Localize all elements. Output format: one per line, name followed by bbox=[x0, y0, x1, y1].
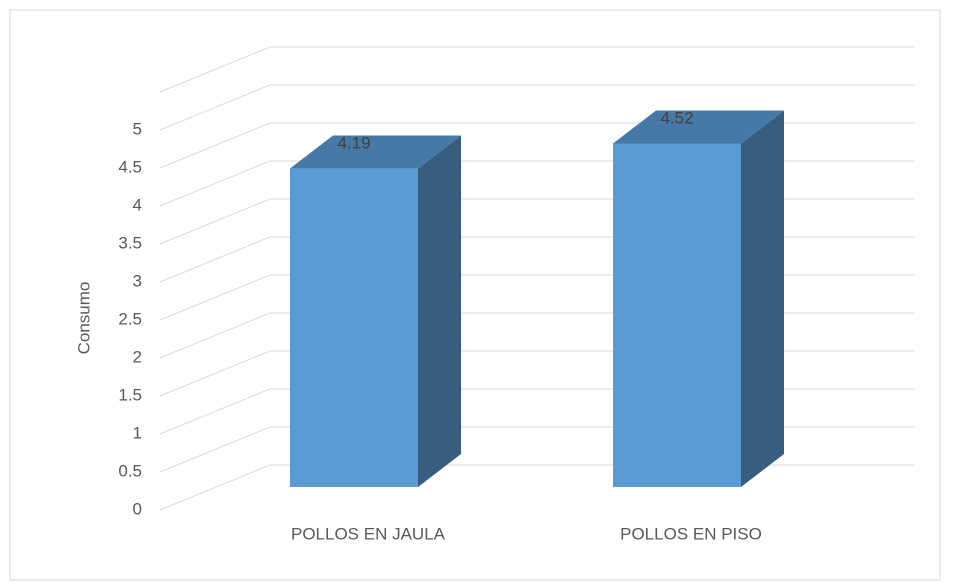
bar-side bbox=[741, 110, 784, 487]
data-label: 4.19 bbox=[337, 134, 370, 153]
x-tick-label: POLLOS EN JAULA bbox=[291, 524, 446, 543]
y-tick-label: 1 bbox=[133, 423, 142, 442]
y-tick-label: 3.5 bbox=[118, 233, 142, 252]
y-tick-label: 2.5 bbox=[118, 309, 142, 328]
grid-line bbox=[159, 426, 271, 473]
y-tick-label: 0.5 bbox=[118, 461, 142, 480]
data-label: 4.52 bbox=[660, 108, 693, 127]
grid-line bbox=[159, 84, 271, 131]
y-axis-label: Consumo bbox=[74, 282, 93, 355]
grid-line bbox=[159, 160, 271, 207]
y-tick-label: 5 bbox=[133, 119, 142, 138]
grid-line bbox=[159, 464, 271, 511]
bar-top bbox=[290, 135, 461, 169]
bar-top bbox=[613, 110, 784, 144]
y-tick-label: 4 bbox=[133, 195, 142, 214]
bar bbox=[290, 168, 418, 487]
grid-line bbox=[159, 236, 271, 283]
bar bbox=[613, 143, 741, 488]
grid-line bbox=[159, 388, 271, 435]
chart-frame bbox=[9, 9, 941, 581]
bar-side bbox=[418, 135, 461, 487]
grid-line bbox=[159, 198, 271, 245]
y-tick-label: 3 bbox=[133, 271, 142, 290]
grid-line bbox=[159, 274, 271, 321]
grid-line bbox=[159, 312, 271, 359]
grid-line bbox=[159, 46, 271, 93]
x-tick-label: POLLOS EN PISO bbox=[620, 524, 762, 543]
y-tick-label: 0 bbox=[133, 499, 142, 518]
grid-line bbox=[159, 350, 271, 397]
y-tick-label: 2 bbox=[133, 347, 142, 366]
y-tick-label: 1.5 bbox=[118, 385, 142, 404]
y-tick-label: 4.5 bbox=[118, 157, 142, 176]
grid-line bbox=[159, 122, 271, 169]
